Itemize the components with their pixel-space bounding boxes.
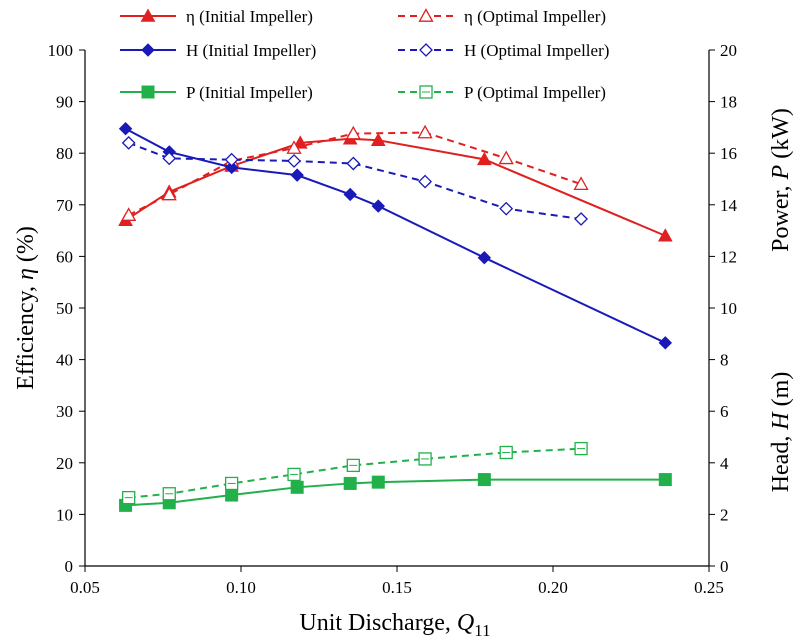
legend-marker [418, 8, 434, 22]
data-point [418, 174, 432, 189]
y-right-tick-label: 10 [720, 299, 737, 318]
series-3 [121, 135, 588, 226]
y-left-tick-label: 70 [56, 196, 73, 215]
y-right-tick-label: 6 [720, 402, 729, 421]
series-line [125, 137, 666, 237]
legend-marker [140, 8, 156, 22]
series-line [125, 478, 666, 507]
legend-item: P (Initial Impeller) [120, 83, 313, 102]
data-point [574, 212, 588, 226]
data-point [346, 156, 361, 171]
y-right-tick-label: 20 [720, 41, 737, 60]
series-5 [122, 441, 588, 505]
series-0 [118, 131, 673, 242]
x-tick-label: 0.25 [694, 578, 724, 597]
data-point [371, 475, 385, 489]
data-point [292, 135, 308, 149]
y-left-tick-label: 0 [65, 557, 74, 576]
series-layer [118, 121, 673, 512]
x-tick-label: 0.15 [382, 578, 412, 597]
data-point [658, 473, 672, 487]
series-2 [118, 121, 673, 350]
data-point [225, 488, 239, 502]
data-point [499, 201, 514, 216]
data-point [118, 121, 133, 136]
y-right-tick-label: 4 [720, 454, 729, 473]
legend-label: P (Initial Impeller) [186, 83, 313, 102]
axes-layer: 0.05 0.10 0.15 0.20 0.2501020304050607080901… [48, 41, 738, 597]
legend-marker [141, 43, 155, 57]
y-right-tick-label: 16 [720, 144, 737, 163]
data-point [658, 336, 673, 350]
data-point [224, 160, 239, 175]
y-right-tick-label: 0 [720, 557, 729, 576]
data-point [477, 151, 492, 166]
y-left-tick-label: 50 [56, 299, 73, 318]
series-line [128, 131, 582, 217]
data-point [343, 476, 357, 490]
data-point [121, 135, 136, 150]
data-point [287, 154, 301, 168]
legend-label: η (Initial Impeller) [186, 7, 313, 26]
data-point [162, 151, 177, 166]
y-left-tick-label: 20 [56, 454, 73, 473]
x-tick-label: 0.10 [226, 578, 256, 597]
y-right-power-axis-title: Power, P (kW) [768, 108, 794, 252]
legend-item: η (Initial Impeller) [120, 7, 313, 26]
data-point [161, 186, 177, 201]
legend-item: H (Optimal Impeller) [398, 41, 609, 60]
data-point [370, 132, 386, 146]
x-tick-label: 0.05 [70, 578, 100, 597]
series-line [128, 447, 582, 499]
y-left-tick-label: 90 [56, 93, 73, 112]
legend-marker [419, 43, 433, 57]
legend-label: η (Optimal Impeller) [464, 7, 606, 26]
legend-marker [141, 85, 155, 99]
x-tick-label: 0.20 [538, 578, 568, 597]
legend-label: H (Initial Impeller) [186, 41, 316, 60]
data-point [573, 176, 589, 191]
data-point [290, 480, 304, 494]
data-point [286, 140, 302, 154]
data-point [224, 152, 239, 167]
data-point [417, 124, 433, 139]
data-point [345, 125, 361, 140]
data-point [477, 473, 491, 487]
y-right-tick-label: 18 [720, 93, 737, 112]
y-right-tick-label: 8 [720, 351, 729, 370]
data-point [498, 150, 514, 165]
data-point [477, 250, 492, 265]
legend-item: P (Optimal Impeller) [398, 83, 606, 102]
data-point [121, 207, 137, 221]
y-right-tick-label: 12 [720, 247, 737, 266]
legend-item: H (Initial Impeller) [120, 41, 316, 60]
y-left-tick-label: 60 [56, 247, 73, 266]
legend-label: P (Optimal Impeller) [464, 83, 606, 102]
y-left-tick-label: 80 [56, 144, 73, 163]
y-right-tick-label: 2 [720, 505, 729, 524]
y-left-tick-label: 30 [56, 402, 73, 421]
legend-item: η (Optimal Impeller) [398, 7, 606, 26]
y-left-tick-label: 100 [48, 41, 74, 60]
data-point [343, 187, 357, 202]
data-point [657, 228, 673, 242]
series-line [125, 127, 666, 344]
data-point [290, 168, 304, 182]
y-left-tick-label: 10 [56, 505, 73, 524]
series-line [128, 141, 582, 220]
data-point [371, 199, 385, 213]
series-4 [119, 473, 672, 512]
y-left-tick-label: 40 [56, 351, 73, 370]
x-axis-title: Unit Discharge, Q11 [299, 610, 490, 640]
y-right-tick-label: 14 [720, 196, 738, 215]
y-right-head-axis-title: Head, H (m) [768, 372, 794, 493]
legend: η (Initial Impeller) η (Optimal Impeller)… [120, 7, 609, 102]
legend-label: H (Optimal Impeller) [464, 41, 609, 60]
y-left-axis-title: Efficiency, η (%) [13, 226, 39, 390]
